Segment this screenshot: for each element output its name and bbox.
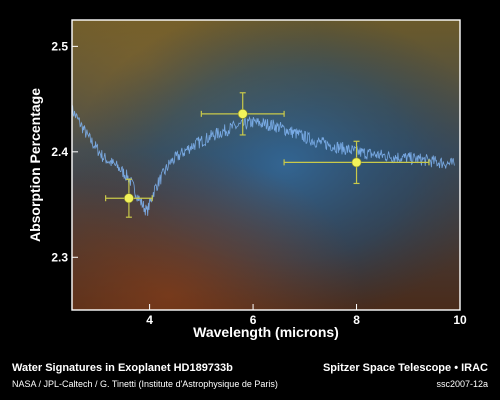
data-point-3 [351, 157, 362, 168]
data-point-2 [237, 108, 248, 119]
y-axis-label: Absorption Percentage [27, 88, 43, 242]
caption-credit-left: NASA / JPL-Caltech / G. Tinetti (Institu… [12, 379, 278, 389]
caption-credit-right: ssc2007-12a [436, 379, 488, 389]
x-tick-label-6: 6 [250, 313, 257, 327]
y-tick-label-2.4: 2.4 [51, 145, 68, 159]
caption-title-left: Water Signatures in Exoplanet HD189733b [12, 362, 233, 374]
x-tick-label-8: 8 [353, 313, 360, 327]
x-tick-label-4: 4 [146, 313, 153, 327]
y-tick-label-2.5: 2.5 [51, 39, 68, 53]
data-point-1 [124, 193, 134, 204]
y-axis: 2.5 2.4 2.3 [51, 39, 78, 264]
y-tick-label-2.3: 2.3 [51, 250, 68, 264]
spectrum-line [72, 105, 455, 216]
x-axis: 4 6 8 10 [146, 304, 467, 327]
x-axis-label: Wavelength (microns) [193, 324, 339, 340]
caption-title-right: Spitzer Space Telescope • IRAC [322, 362, 488, 374]
plot-frame [71, 19, 461, 311]
measurement-series [105, 92, 430, 218]
plot-background [72, 20, 460, 310]
spectrum-series [72, 105, 455, 216]
x-tick-label-10: 10 [453, 313, 467, 327]
